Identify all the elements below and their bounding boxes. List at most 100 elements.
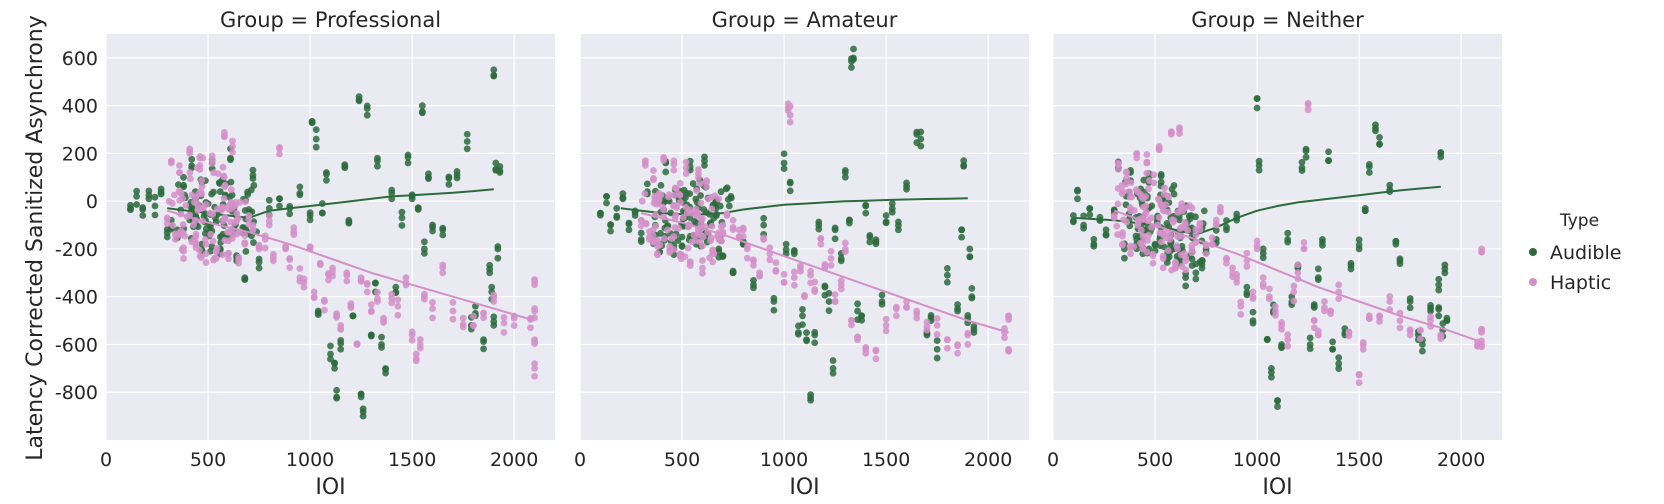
data-point (1259, 254, 1267, 262)
data-point (1155, 143, 1163, 150)
data-point (1229, 264, 1236, 272)
data-point (719, 252, 727, 260)
data-point (378, 344, 385, 351)
data-point (670, 201, 678, 209)
data-point (225, 255, 232, 263)
data-point (1237, 310, 1245, 318)
data-point (531, 278, 538, 285)
data-point (229, 142, 236, 150)
data-point (1259, 283, 1267, 290)
data-point (1294, 261, 1302, 269)
data-point (831, 235, 839, 243)
data-point (1435, 304, 1443, 311)
data-point (490, 318, 498, 325)
data-point (196, 246, 203, 254)
data-point (374, 288, 381, 296)
data-point (327, 350, 334, 358)
data-point (837, 255, 845, 262)
data-point (480, 338, 487, 346)
data-point (139, 212, 147, 219)
data-point (300, 275, 308, 283)
data-point (709, 258, 717, 266)
data-point (1267, 369, 1275, 376)
data-point (841, 166, 849, 174)
data-point (420, 290, 428, 298)
data-point (829, 369, 837, 377)
data-point (708, 205, 716, 213)
data-point (872, 355, 880, 363)
data-point (786, 102, 794, 110)
data-point (780, 159, 788, 167)
data-point (1157, 172, 1165, 180)
data-point (1118, 232, 1126, 240)
data-point (966, 253, 974, 261)
x-axis-label: IOI (315, 475, 345, 500)
data-point (282, 244, 289, 252)
data-point (786, 118, 794, 126)
data-point (790, 268, 798, 276)
data-point (1335, 354, 1343, 362)
data-point (1114, 200, 1122, 208)
data-point (1478, 325, 1485, 333)
data-point (964, 341, 972, 348)
data-point (171, 235, 179, 243)
data-point (923, 318, 931, 326)
data-point (1123, 218, 1131, 226)
data-point (320, 306, 328, 314)
data-point (1127, 250, 1134, 258)
data-point (463, 138, 471, 145)
data-point (286, 210, 294, 218)
data-point (1355, 236, 1363, 244)
data-point (306, 216, 314, 224)
data-point (416, 344, 424, 352)
data-point (725, 202, 733, 210)
data-point (363, 288, 371, 296)
data-point (675, 224, 683, 232)
data-point (1172, 258, 1179, 266)
data-point (968, 294, 976, 302)
data-point (255, 241, 263, 249)
data-point (1365, 169, 1373, 176)
data-point (1361, 207, 1369, 215)
data-point (641, 190, 649, 198)
data-point (480, 314, 487, 322)
data-point (750, 261, 757, 269)
data-point (1290, 297, 1298, 305)
data-point (807, 267, 815, 275)
data-point (1208, 234, 1216, 242)
data-point (903, 303, 910, 311)
data-point (1086, 205, 1094, 213)
data-point (704, 195, 712, 203)
data-point (488, 283, 496, 291)
data-point (1243, 263, 1251, 270)
data-point (439, 264, 447, 272)
data-point (398, 208, 406, 216)
legend-title: Type (1559, 211, 1599, 231)
data-point (418, 108, 426, 116)
data-point (756, 271, 763, 279)
x-tick-label: 1000 (760, 449, 808, 471)
data-point (1355, 379, 1363, 387)
data-point (1249, 308, 1257, 316)
data-point (1284, 229, 1292, 237)
data-point (372, 279, 379, 287)
x-tick-label: 500 (190, 449, 226, 471)
data-point (660, 235, 668, 243)
data-point (429, 299, 436, 306)
data-point (170, 191, 178, 199)
data-point (296, 183, 304, 191)
data-point (943, 344, 951, 352)
data-point (480, 345, 487, 353)
data-point (888, 200, 896, 207)
data-point (320, 296, 328, 304)
data-point (1192, 269, 1200, 277)
data-point (825, 289, 833, 297)
data-point (1128, 193, 1136, 201)
data-point (827, 247, 835, 255)
data-point (343, 277, 351, 285)
data-point (927, 314, 935, 321)
data-point (242, 198, 249, 206)
data-point (286, 256, 294, 264)
data-point (175, 181, 182, 189)
